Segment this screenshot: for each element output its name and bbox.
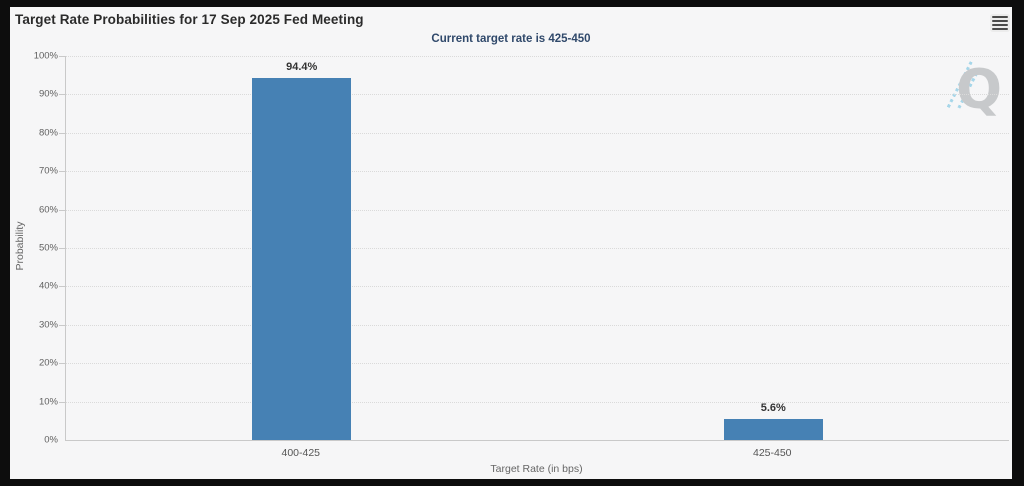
bar-group-425-450: 5.6% (538, 56, 1010, 440)
x-axis-title: Target Rate (in bps) (490, 463, 583, 475)
gridline (59, 171, 1009, 173)
gridline (59, 363, 1009, 365)
x-tick-label: 400-425 (281, 447, 321, 459)
chart-menu-button[interactable] (990, 14, 1010, 32)
y-axis-tick-labels: 100% 90% 80% 70% 60% 50% 40% 30% 20% 10%… (10, 51, 58, 446)
y-tick-label: 40% (38, 280, 58, 292)
y-tick-label: 90% (38, 88, 58, 100)
gridline (59, 248, 1009, 249)
bar-value-label: 94.4% (286, 60, 318, 73)
y-tick-label: 100% (33, 50, 58, 62)
gridline (59, 209, 1009, 211)
x-tick-label: 425-450 (752, 447, 792, 459)
x-axis-tick-labels: 400-425 425-450 (65, 447, 1008, 461)
gridline (59, 94, 1009, 96)
gridline (59, 286, 1009, 288)
bar-value-label: 5.6% (760, 401, 786, 414)
chart-panel: Target Rate Probabilities for 17 Sep 202… (10, 7, 1012, 479)
bar-400-425[interactable] (252, 77, 352, 440)
y-tick-label: 80% (38, 127, 58, 139)
chart-subtitle: Current target rate is 425-450 (431, 33, 591, 45)
plot-area: 94.4% 5.6% (59, 56, 1010, 441)
y-tick-label: 50% (38, 242, 58, 254)
bar-group-400-425: 94.4% (66, 56, 538, 440)
y-tick-label: 60% (38, 204, 58, 216)
chart-title: Target Rate Probabilities for 17 Sep 202… (15, 12, 364, 27)
gridline (59, 401, 1009, 403)
bar-425-450[interactable] (723, 418, 823, 440)
y-tick-label: 0% (44, 434, 58, 446)
y-tick-label: 20% (38, 357, 58, 369)
gridline (59, 324, 1009, 326)
y-tick-label: 70% (38, 165, 58, 177)
y-tick-label: 30% (38, 319, 58, 331)
gridline (59, 132, 1009, 134)
gridline (59, 56, 1009, 57)
y-tick-label: 10% (38, 396, 58, 408)
